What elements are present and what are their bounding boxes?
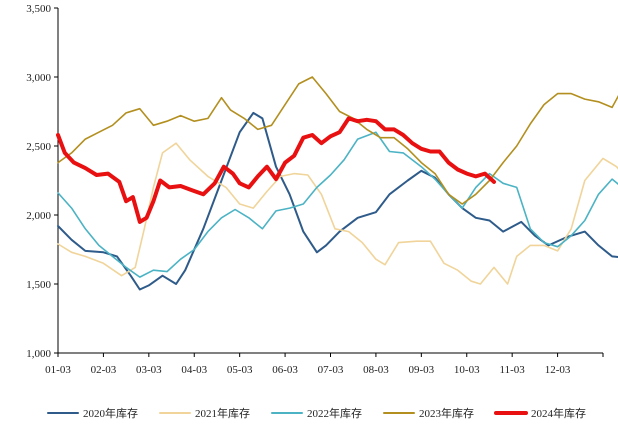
x-tick-label: 02-03 (91, 364, 117, 376)
chart-axes: 1,000 1,500 2,000 2,500 3,000 3,500 01-03 02-03… (26, 3, 604, 376)
series-line-3 (57, 131, 618, 278)
series-line-2 (57, 142, 618, 285)
y-tick-label: 1,500 (26, 279, 51, 291)
legend-label-2: 2021年库存 (195, 406, 250, 420)
x-tick-label: 07-03 (318, 364, 344, 376)
legend-label-3: 2022年库存 (307, 406, 362, 420)
legend-label-5: 2024年库存 (531, 406, 586, 420)
x-tick-label: 05-03 (227, 364, 253, 376)
y-tick-label: 3,500 (26, 3, 51, 15)
x-tick-label: 01-03 (45, 364, 71, 376)
chart-series-lines (56, 76, 618, 291)
x-tick-label: 10-03 (454, 364, 480, 376)
x-tick-label: 04-03 (181, 364, 207, 376)
y-tick-label: 2,500 (26, 141, 51, 153)
chart-legend: 2020年库存 2021年库存 2022年库存 2023年库存 2024年库存 (47, 406, 586, 420)
x-tick-label: 03-03 (136, 364, 162, 376)
legend-label-4: 2023年库存 (419, 406, 474, 420)
series-line-4 (57, 76, 618, 205)
x-tick-label: 06-03 (272, 364, 298, 376)
y-tick-label: 2,000 (26, 210, 51, 222)
x-tick-label: 11-03 (500, 364, 526, 376)
legend-label-1: 2020年库存 (83, 406, 138, 420)
x-tick-label: 12-03 (545, 364, 571, 376)
y-tick-label: 3,000 (26, 72, 51, 84)
series-line-5 (56, 116, 496, 224)
series-line-1 (57, 111, 618, 291)
x-tick-label: 09-03 (408, 364, 434, 376)
x-tick-label: 08-03 (363, 364, 389, 376)
y-tick-label: 1,000 (26, 348, 51, 360)
